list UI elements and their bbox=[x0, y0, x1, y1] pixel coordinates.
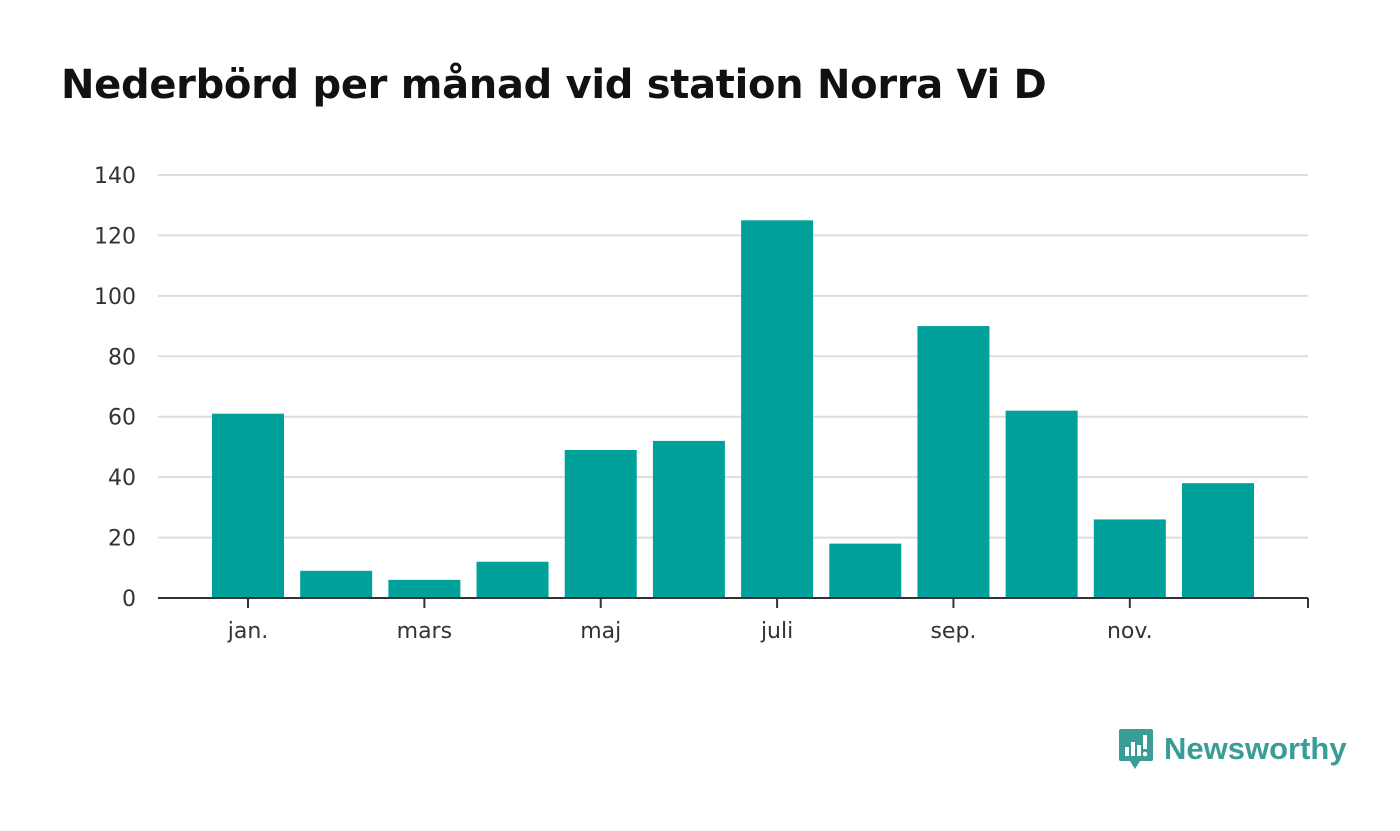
bar-juni bbox=[652, 440, 725, 598]
bar-dec bbox=[1182, 483, 1254, 598]
y-axis-ticks: 0 20 40 60 80 100 120 140 bbox=[94, 164, 136, 612]
brand-logo: Newsworthy bbox=[1118, 727, 1347, 771]
gridlines bbox=[158, 174, 1308, 539]
bar-maj bbox=[564, 449, 637, 598]
y-tick-label: 60 bbox=[108, 406, 136, 431]
x-tick-label: juli bbox=[760, 619, 793, 644]
y-tick-label: 20 bbox=[108, 527, 136, 552]
x-tick-label: nov. bbox=[1107, 619, 1153, 644]
bar-nov bbox=[1093, 519, 1166, 598]
bar-apr bbox=[476, 561, 549, 598]
y-tick-label: 120 bbox=[94, 224, 136, 249]
x-tick-label: maj bbox=[580, 619, 621, 644]
bar-juli bbox=[741, 220, 814, 599]
bars bbox=[212, 220, 1254, 599]
y-tick-label: 0 bbox=[122, 587, 136, 612]
y-tick-label: 100 bbox=[94, 285, 136, 310]
y-tick-label: 140 bbox=[94, 164, 136, 189]
chart-title: Nederbörd per månad vid station Norra Vi… bbox=[61, 62, 1047, 108]
bar-mars bbox=[388, 579, 461, 598]
y-tick-label: 80 bbox=[108, 345, 136, 370]
bar-okt bbox=[1005, 410, 1078, 598]
x-axis: jan. mars maj juli sep. nov. bbox=[158, 597, 1309, 644]
bar-jan bbox=[212, 413, 284, 598]
brand-name: Newsworthy bbox=[1164, 731, 1347, 766]
x-tick-label: jan. bbox=[227, 619, 269, 644]
y-tick-label: 40 bbox=[108, 466, 136, 491]
newsworthy-logo-icon bbox=[1119, 729, 1153, 769]
bar-sep bbox=[917, 326, 990, 598]
bar-chart: 0 20 40 60 80 100 120 140 jan. mars maj juli sep. no… bbox=[94, 164, 1309, 644]
bar-feb bbox=[300, 570, 373, 598]
x-tick-label: mars bbox=[397, 619, 452, 644]
bar-aug bbox=[829, 543, 902, 598]
x-tick-label: sep. bbox=[930, 619, 976, 644]
